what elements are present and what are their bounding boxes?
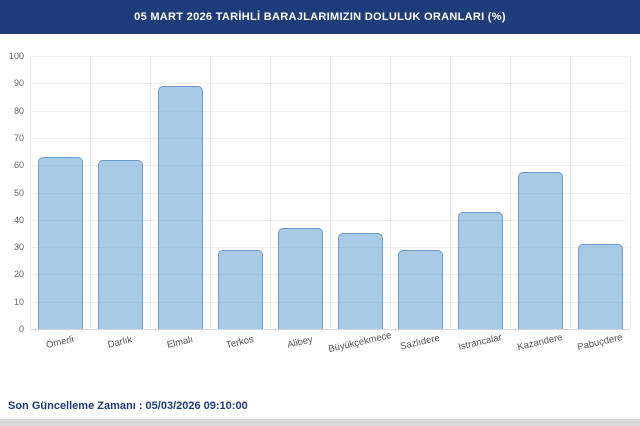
horizontal-gridline [30,83,630,85]
horizontal-gridline [30,137,630,139]
bar-büyükçekmece[interactable] [337,233,383,329]
last-update-status: Son Güncelleme Zamanı : 05/03/2026 09:10… [8,400,248,412]
horizontal-gridline [30,301,630,303]
bar-kazandere[interactable] [517,172,563,329]
plot-area [30,56,631,330]
horizontal-gridline [30,56,630,57]
chart-title: 05 MART 2026 TARİHLİ BARAJLARIMIZIN DOLU… [134,11,506,23]
y-axis-tick-label: 60 [13,160,24,171]
horizontal-gridline [30,110,630,112]
horizontal-gridline [30,165,630,167]
last-update-value: 05/03/2026 09:10:00 [145,400,248,412]
y-axis-tick-label: 50 [13,187,24,198]
y-axis-tick-label: 0 [18,324,24,334]
bar-sazlıdere[interactable] [397,249,443,329]
bar-alibey[interactable] [277,228,323,329]
y-axis-tick-label: 70 [13,132,24,143]
bar-elmalı[interactable] [157,86,203,329]
y-axis-tick-label: 40 [13,214,24,225]
y-axis-tick-label: 90 [13,78,24,89]
bar-ömerli[interactable] [37,157,83,329]
y-axis-tick-label: 30 [13,242,24,253]
bar-pabuçdere[interactable] [577,244,623,329]
bar-terkos[interactable] [217,249,263,329]
x-axis-line [30,329,630,330]
bar-darlık[interactable] [97,159,143,329]
y-axis-tick-label: 10 [13,296,24,307]
horizontal-gridline [30,274,630,276]
bottom-strip [0,419,640,426]
horizontal-gridline [30,247,630,249]
y-axis-tick-label: 20 [13,269,24,280]
vertical-gridline [630,56,631,329]
last-update-label: Son Güncelleme Zamanı : [8,400,143,412]
bar-istrancalar[interactable] [457,211,503,329]
horizontal-gridline [30,219,630,221]
horizontal-gridline [30,192,630,194]
y-axis-tick-label: 100 [8,51,24,61]
chart-title-bar: 05 MART 2026 TARİHLİ BARAJLARIMIZIN DOLU… [0,0,640,34]
bar-chart: 0 10 20 30 40 50 60 70 80 90 100 Ömerli Darlık Elmalı… [0,34,640,390]
y-axis-tick-label: 80 [13,105,24,116]
